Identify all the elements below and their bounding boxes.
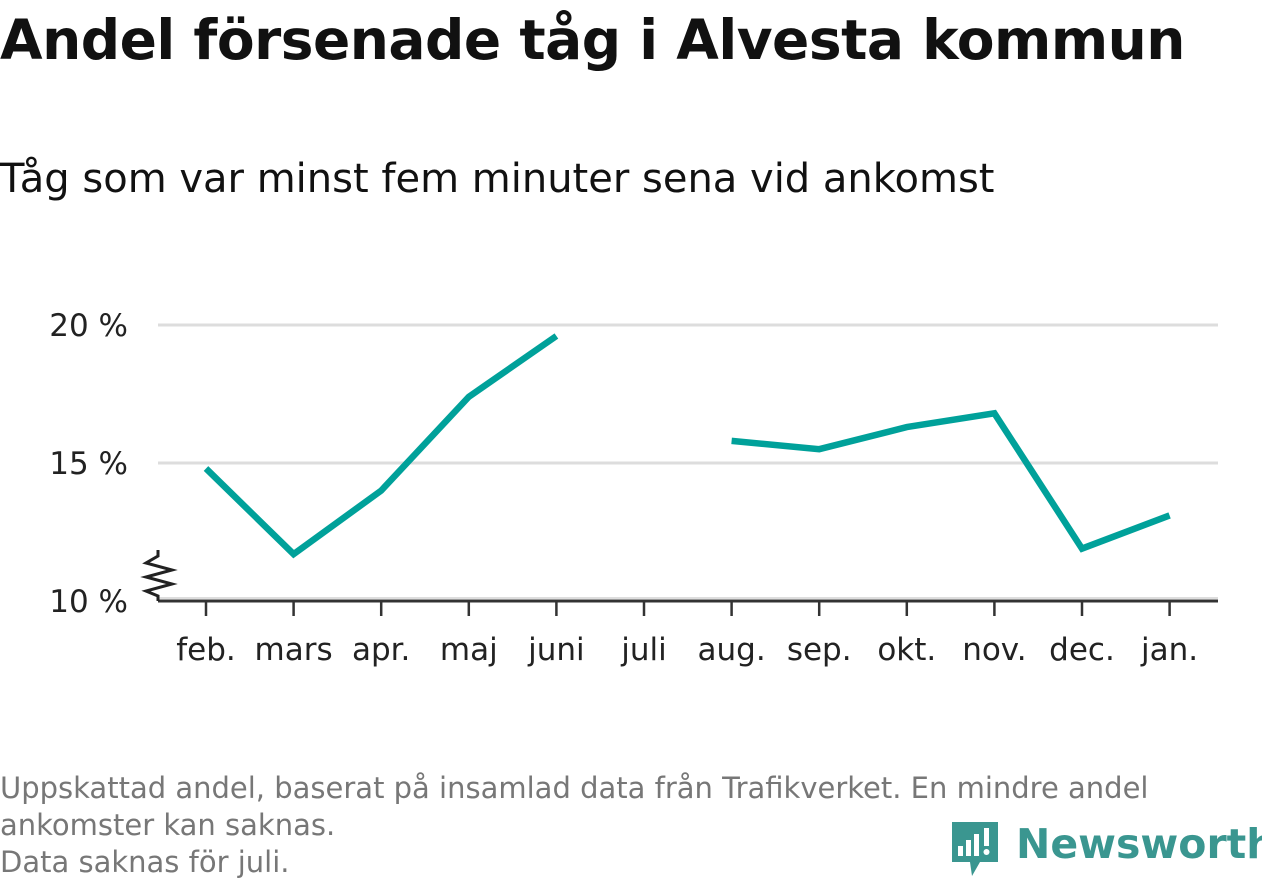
gridlines [158, 323, 1218, 599]
series-lines [203, 333, 1171, 559]
x-tick-label: mars [255, 632, 333, 668]
x-tick-label: okt. [877, 632, 936, 668]
chart-bubble-icon [952, 822, 998, 876]
chart-title: Andel försenade tåg i Alvesta kommun [0, 8, 1185, 72]
y-axis-labels: 10 % 15 % 20 % [49, 308, 128, 620]
y-tick-label: 20 % [49, 308, 128, 344]
x-tick-label: apr. [352, 632, 410, 668]
footnote-line: ankomster kan saknas. [0, 808, 336, 842]
series-line [731, 409, 1171, 553]
series-line [203, 333, 559, 559]
y-tick-label: 15 % [49, 446, 128, 482]
footnote-line: Data saknas för juli. [0, 845, 290, 879]
line-chart: 10 % 15 % 20 % feb. mars apr. maj juni juli aug.… [49, 308, 1218, 668]
brand-name: Newsworthy [1016, 820, 1262, 868]
x-tick-label: juni [527, 632, 585, 668]
footnote-line: Uppskattad andel, baserat på insamlad da… [0, 771, 1149, 805]
brand: Newsworthy [950, 818, 1262, 880]
x-tick-label: juli [620, 632, 667, 668]
x-tick-label: aug. [698, 632, 766, 668]
chart-subtitle: Tåg som var minst fem minuter sena vid a… [0, 156, 995, 202]
x-tick-label: maj [440, 632, 498, 668]
x-tick-label: dec. [1049, 632, 1115, 668]
x-tick-label: nov. [962, 632, 1026, 668]
y-tick-label: 10 % [49, 584, 128, 620]
x-tick-label: feb. [176, 632, 236, 668]
x-axis [158, 599, 1218, 616]
x-axis-labels: feb. mars apr. maj juni juli aug. sep. okt. nov. d… [176, 632, 1198, 668]
axis-break-icon [140, 550, 178, 601]
footnote: Uppskattad andel, baserat på insamlad da… [0, 770, 1250, 881]
x-tick-label: sep. [787, 632, 852, 668]
x-tick-label: jan. [1140, 632, 1198, 668]
